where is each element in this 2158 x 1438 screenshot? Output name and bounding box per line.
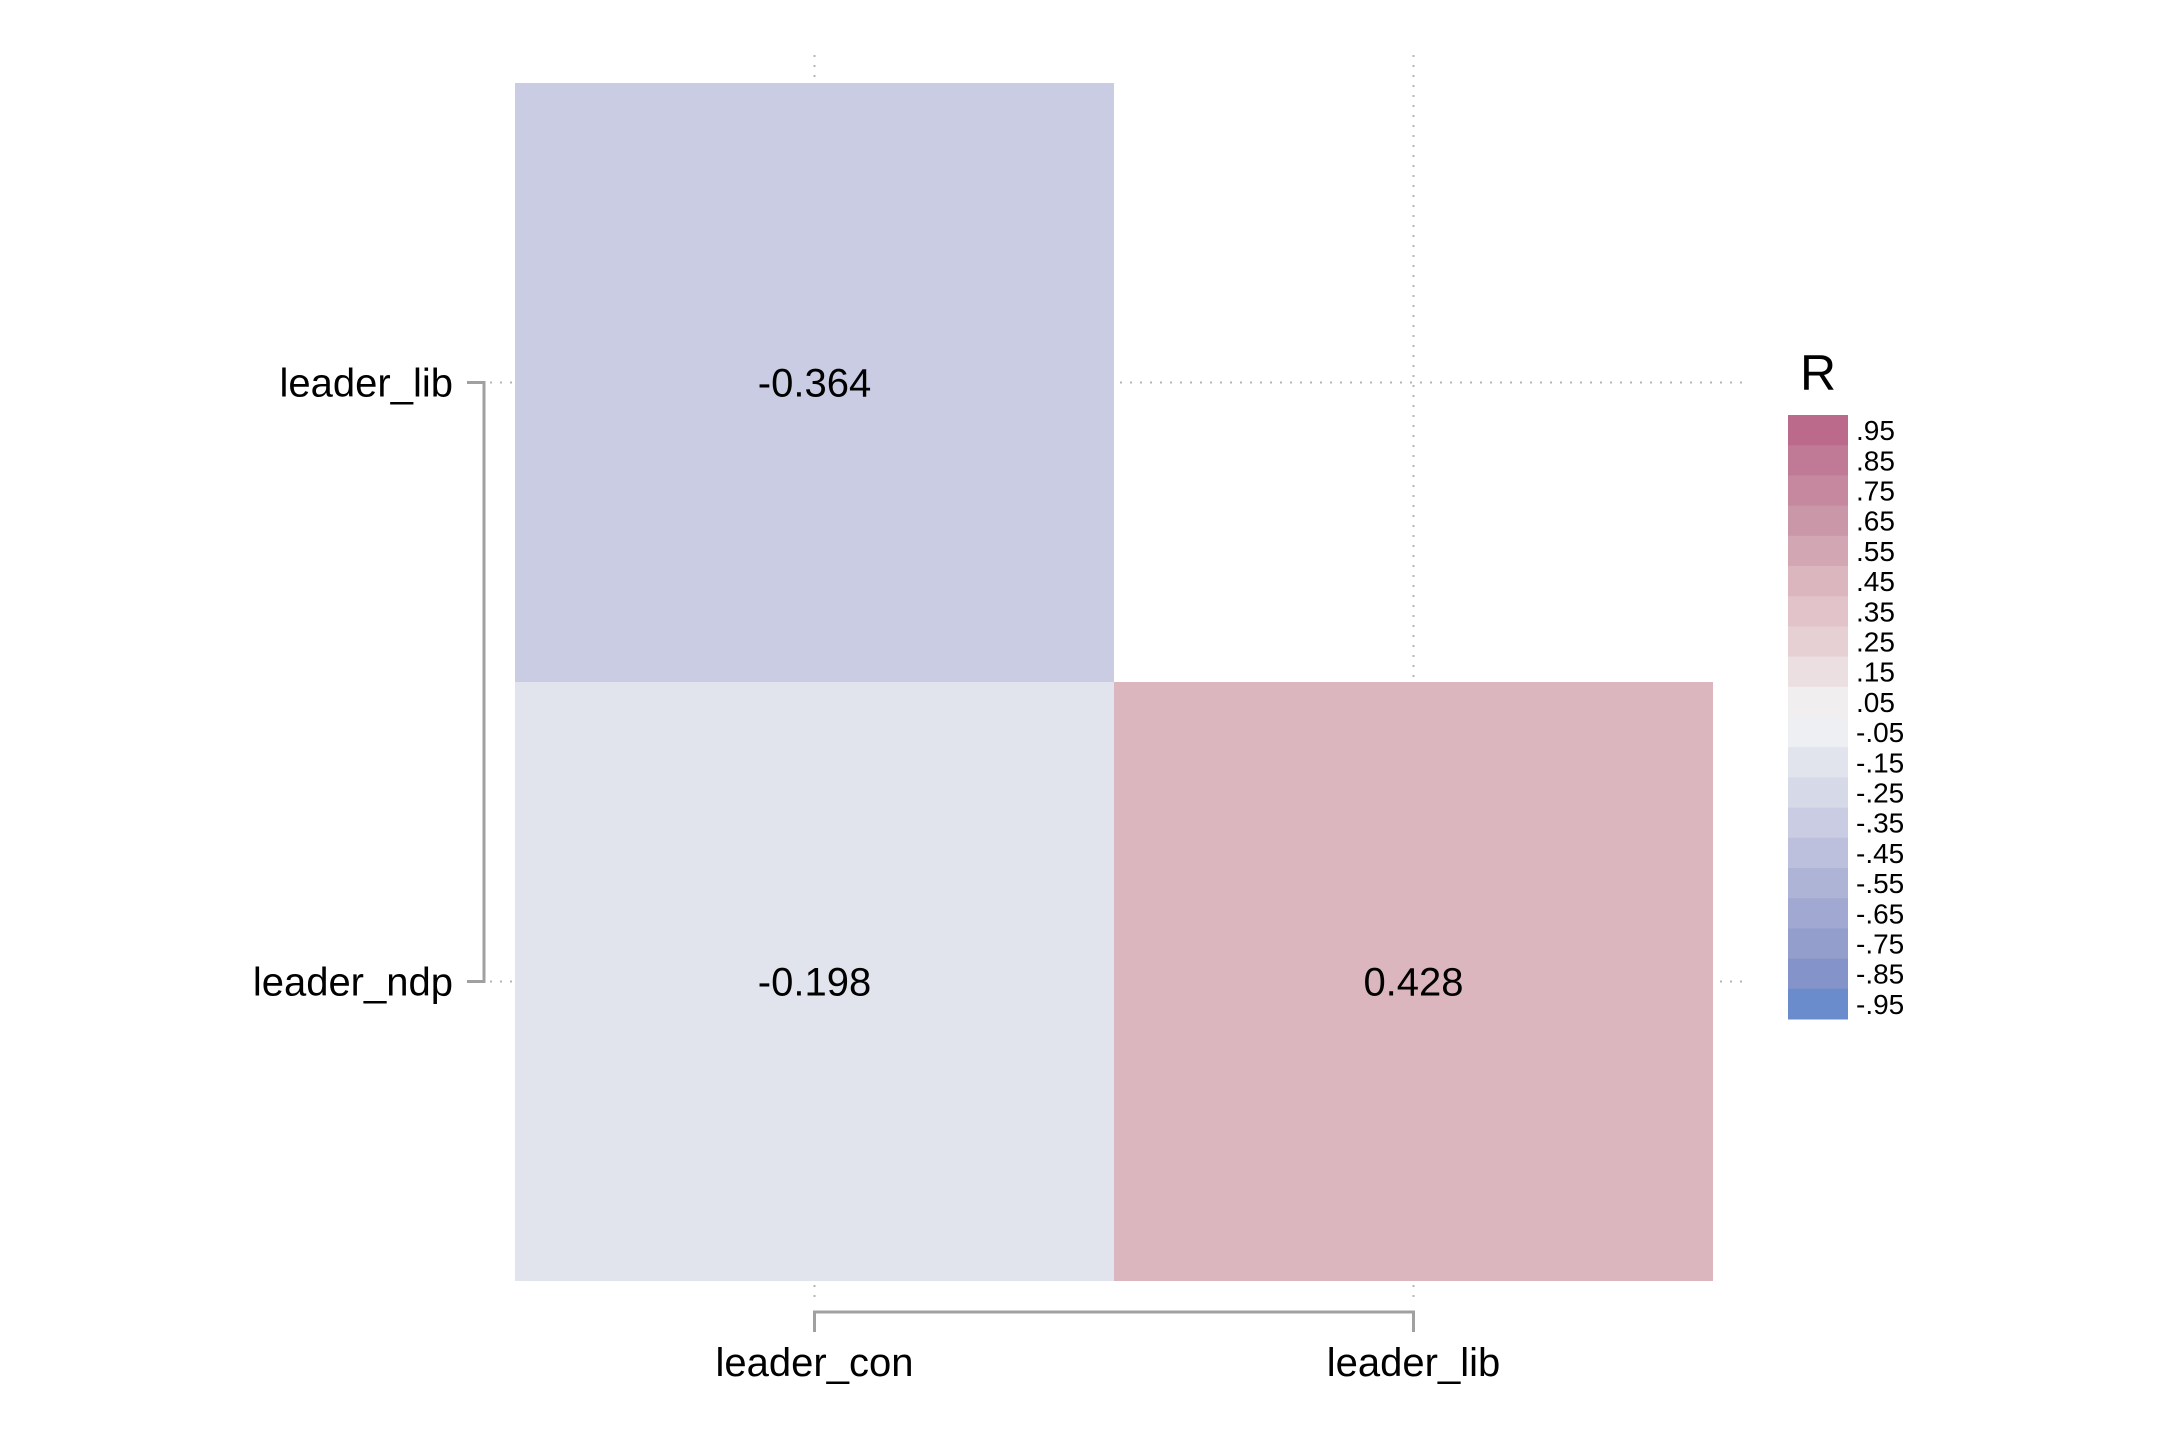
- legend-swatch: [1788, 445, 1848, 476]
- legend-swatch: [1788, 837, 1848, 869]
- legend-label: -.95: [1856, 989, 1904, 1020]
- y-tick-label: leader_lib: [280, 362, 453, 406]
- legend-label: .05: [1856, 687, 1895, 718]
- heatmap-cell-leader_con-leader_lib: [515, 83, 1114, 682]
- heatmap-cell-leader_con-leader_ndp: [515, 682, 1114, 1281]
- legend-label: .35: [1856, 596, 1895, 627]
- legend-swatch: [1788, 898, 1848, 929]
- legend-label: -.15: [1856, 747, 1904, 778]
- legend-label: -.85: [1856, 959, 1904, 990]
- axes: leader_lib leader_ndp leader_con leader_lib: [253, 362, 1500, 1386]
- cell-value-label: -0.198: [758, 961, 871, 1005]
- x-axis-line: [813, 1310, 1415, 1332]
- legend-label: .65: [1856, 506, 1895, 537]
- legend-label: -.45: [1856, 838, 1904, 869]
- legend-swatch: [1788, 958, 1848, 990]
- cell-value-label: 0.428: [1363, 961, 1463, 1005]
- legend-swatch: [1788, 535, 1848, 567]
- cell-value-label: -0.364: [758, 362, 871, 406]
- legend-swatch: [1788, 656, 1848, 688]
- legend-swatch: [1788, 415, 1848, 446]
- legend-swatch: [1788, 475, 1848, 507]
- legend-swatch: [1788, 807, 1848, 839]
- legend-swatch: [1788, 777, 1848, 809]
- legend-swatch: [1788, 868, 1848, 899]
- legend-title: R: [1800, 345, 1836, 401]
- y-tick-label: leader_ndp: [253, 961, 453, 1005]
- legend-swatch: [1788, 686, 1848, 718]
- legend-swatch: [1788, 988, 1848, 1020]
- legend-label: .45: [1856, 566, 1895, 597]
- legend-label: .85: [1856, 445, 1895, 476]
- heatmap-cell-leader_lib-leader_ndp: [1114, 682, 1713, 1281]
- legend-label: -.25: [1856, 778, 1904, 809]
- legend-label: -.35: [1856, 808, 1904, 839]
- legend-swatch: [1788, 596, 1848, 627]
- legend-label: -.05: [1856, 717, 1904, 748]
- legend-swatch: [1788, 717, 1848, 748]
- y-axis-line: [467, 381, 486, 983]
- legend-label: .95: [1856, 415, 1895, 446]
- legend-swatch: [1788, 626, 1848, 658]
- legend-swatch: [1788, 505, 1848, 537]
- legend-label: .75: [1856, 476, 1895, 507]
- legend-label: .55: [1856, 536, 1895, 567]
- legend-label: .15: [1856, 657, 1895, 688]
- legend-swatch: [1788, 747, 1848, 778]
- legend-label: -.75: [1856, 929, 1904, 960]
- heatmap-cells: -0.364 -0.198 0.428: [515, 83, 1713, 1281]
- legend-label: .25: [1856, 627, 1895, 658]
- legend-swatch: [1788, 566, 1848, 597]
- legend-label: -.55: [1856, 868, 1904, 899]
- legend: R.95.85.75.65.55.45.35.25.15.05-.05-.15-…: [1788, 345, 1904, 1020]
- legend-label: -.65: [1856, 898, 1904, 929]
- legend-swatch: [1788, 928, 1848, 960]
- x-tick-label: leader_lib: [1327, 1341, 1500, 1385]
- x-tick-label: leader_con: [716, 1341, 914, 1385]
